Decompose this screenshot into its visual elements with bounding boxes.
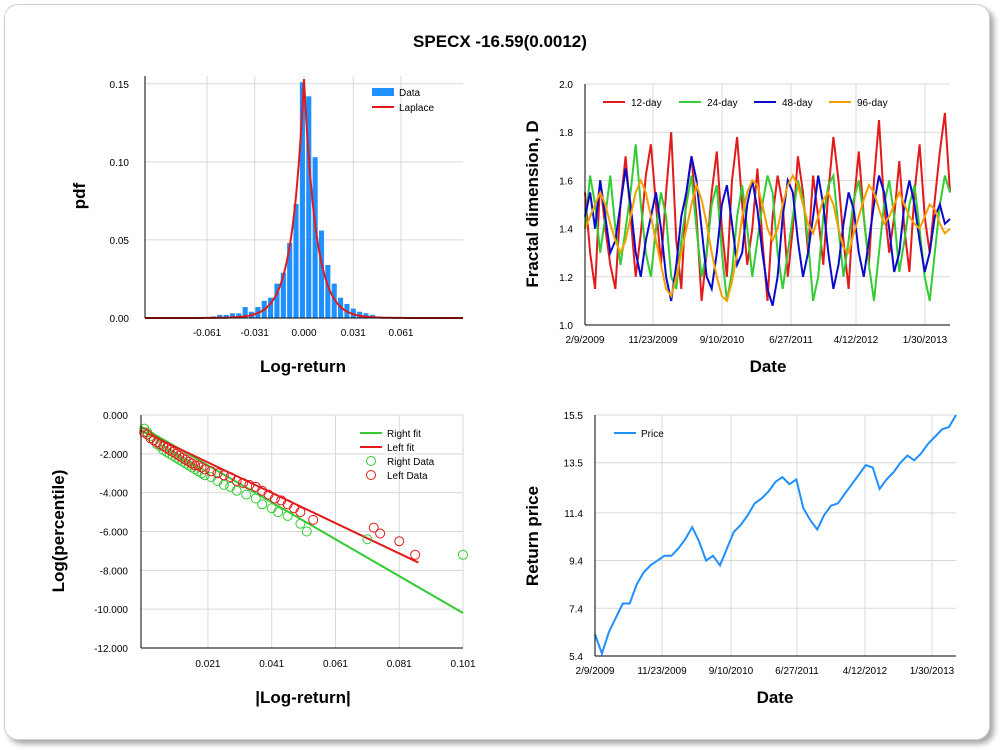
- page-title: SPECX -16.59(0.0012): [413, 32, 587, 51]
- chart-frame: [4, 4, 990, 740]
